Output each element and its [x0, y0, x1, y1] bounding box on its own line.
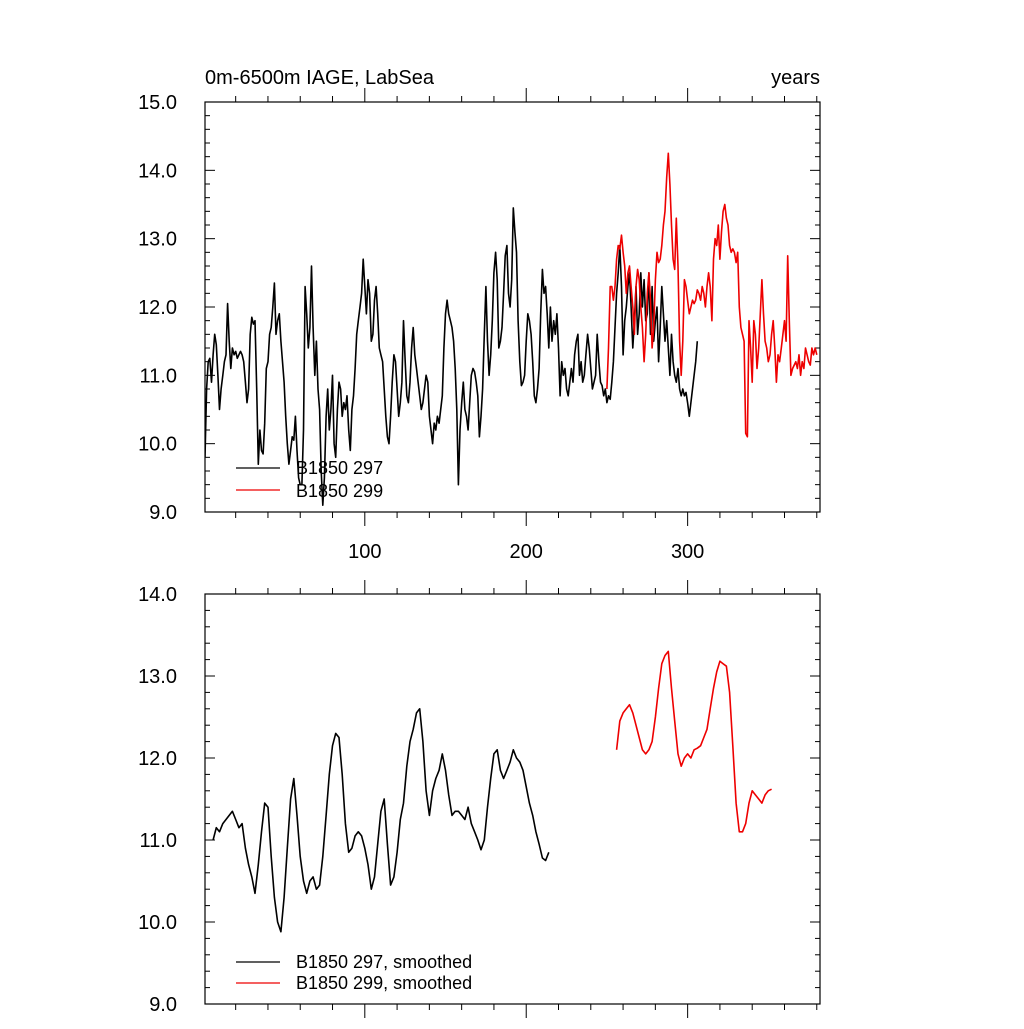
top-x-axis: 100 200 300 — [235, 88, 818, 563]
legend-label-b1850-297: B1850 297 — [296, 458, 383, 478]
top-legend: B1850 297 B1850 299 — [236, 458, 383, 501]
legend-label-b1850-297-smoothed: B1850 297, smoothed — [296, 952, 472, 972]
legend-label-b1850-299: B1850 299 — [296, 481, 383, 501]
bottom-panel: 9.0 10.0 11.0 12.0 13.0 14.0 B1850 297, smoot… — [138, 580, 821, 1018]
top-panel-title: 0m-6500m IAGE, LabSea — [205, 67, 435, 89]
y-tick-label: 11.0 — [140, 365, 177, 387]
y-tick-label: 14.0 — [138, 584, 177, 606]
y-tick-label: 9.0 — [149, 502, 177, 524]
series-line-b1850-297 — [205, 207, 699, 507]
y-tick-label: 12.0 — [138, 297, 177, 319]
series-line-b1850-299 — [606, 152, 818, 438]
legend-label-b1850-299-smoothed: B1850 299, smoothed — [296, 973, 472, 993]
x-tick-label: 200 — [510, 541, 543, 563]
bottom-series-group — [212, 650, 772, 933]
y-tick-label: 13.0 — [138, 666, 177, 688]
x-tick-label: 300 — [671, 541, 704, 563]
y-tick-label: 14.0 — [138, 160, 177, 182]
y-tick-label: 15.0 — [138, 92, 177, 114]
bottom-y-axis: 9.0 10.0 11.0 12.0 13.0 14.0 — [138, 584, 820, 1016]
y-tick-label: 12.0 — [138, 748, 177, 770]
y-tick-label: 9.0 — [149, 994, 177, 1016]
x-tick-label: 100 — [348, 541, 381, 563]
series-line-b1850-299-smoothed — [615, 650, 772, 833]
y-tick-label: 13.0 — [138, 229, 177, 251]
y-tick-label: 10.0 — [138, 434, 177, 456]
top-panel-units: years — [771, 67, 820, 89]
top-series-group — [205, 152, 818, 507]
top-y-axis: 9.0 10.0 11.0 12.0 13.0 14.0 15.0 — [138, 92, 820, 524]
bottom-legend: B1850 297, smoothed B1850 299, smoothed — [236, 952, 472, 993]
bottom-x-axis — [235, 580, 818, 1018]
y-tick-label: 10.0 — [138, 912, 177, 934]
series-line-b1850-297-smoothed — [212, 707, 550, 933]
top-panel: 0m-6500m IAGE, LabSea years 9.0 10.0 11.0 1… — [138, 67, 821, 563]
bottom-plot-frame — [204, 593, 821, 1005]
y-tick-label: 11.0 — [140, 830, 177, 852]
